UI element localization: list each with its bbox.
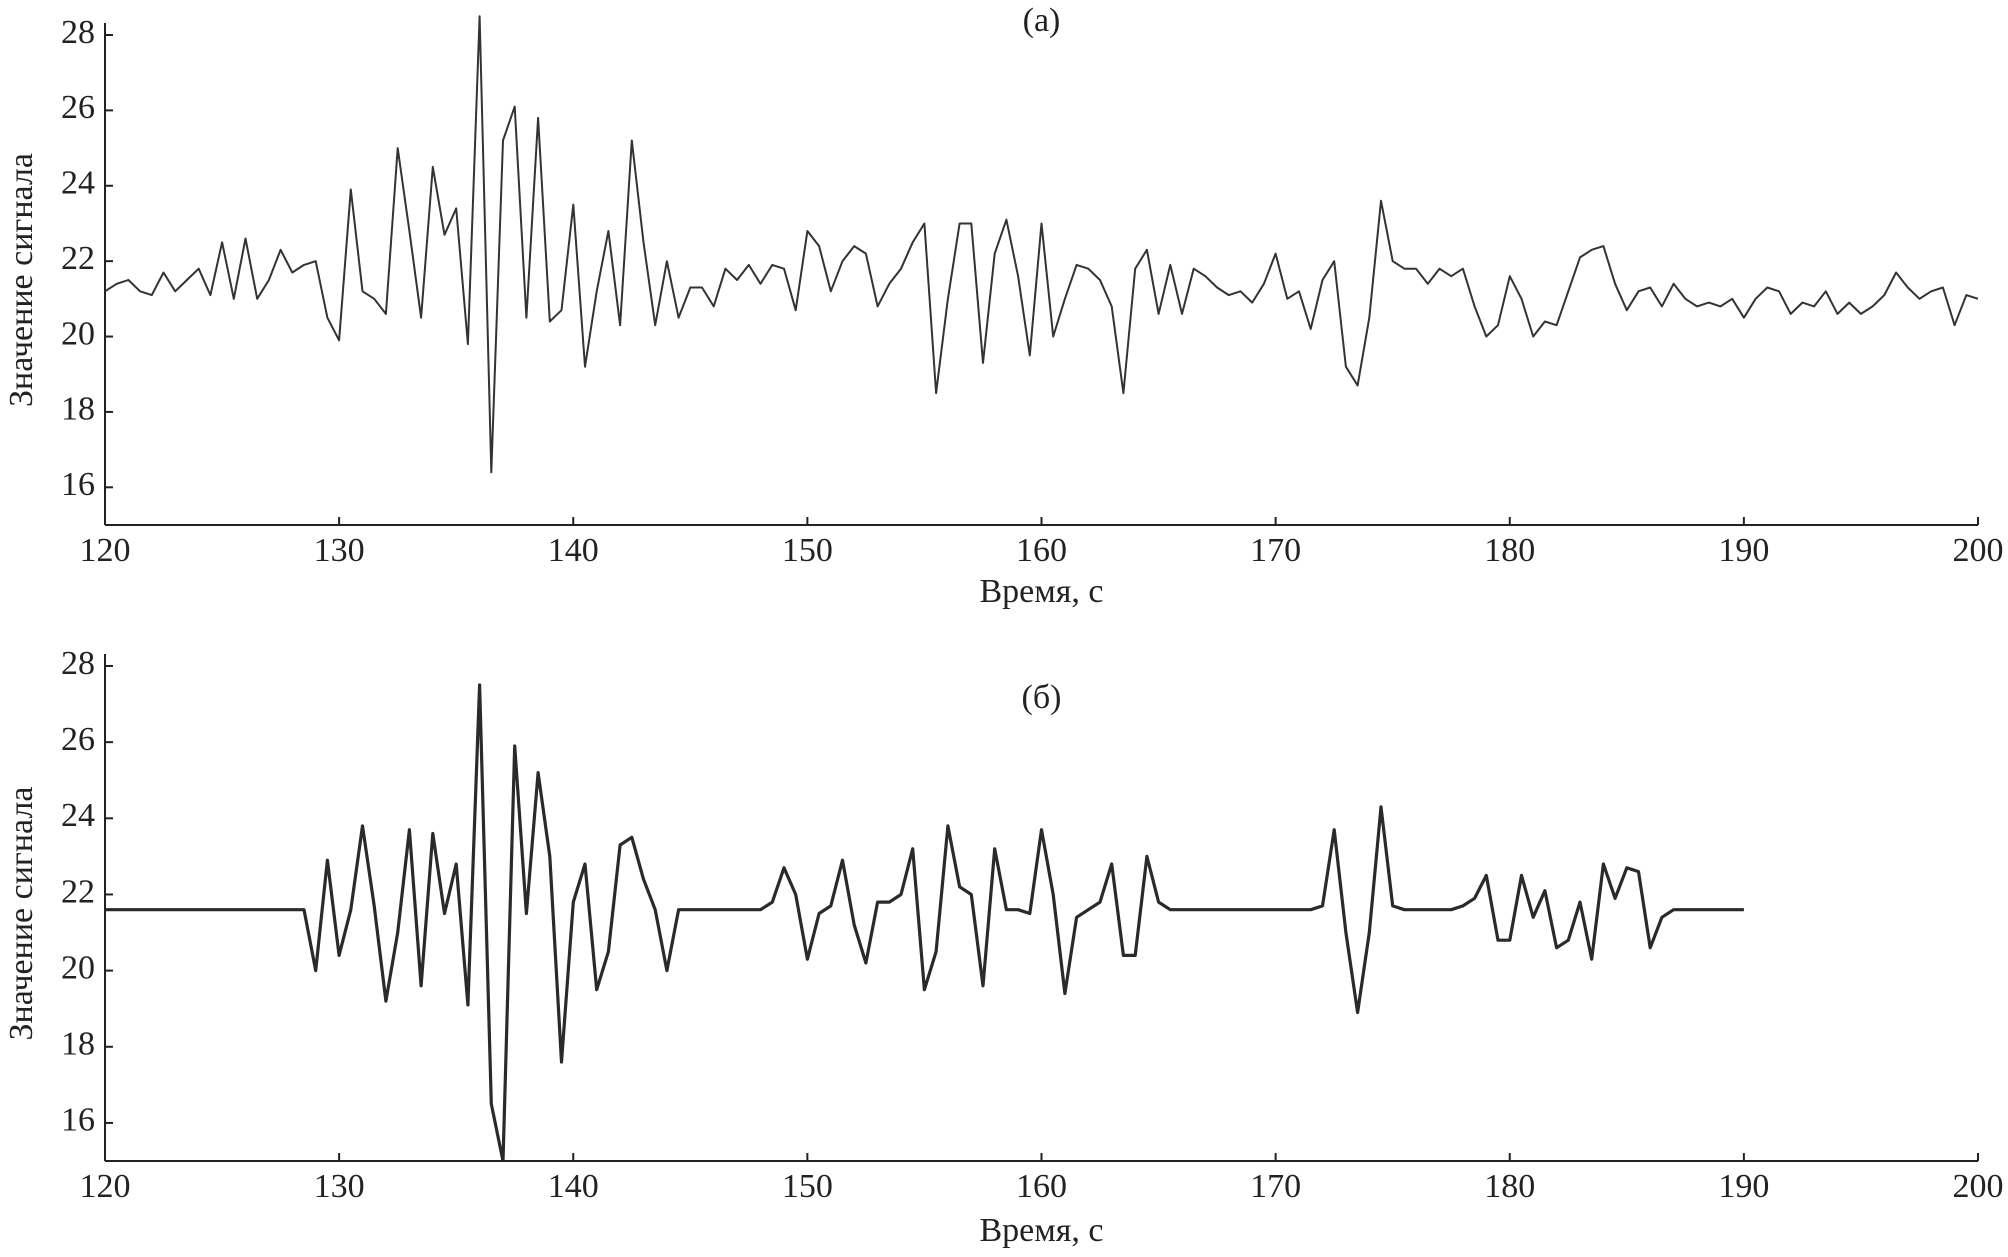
x-tick-label: 160 [1016,532,1067,569]
y-axis-label: Значение сигнала [3,786,40,1040]
x-tick-label: 120 [80,1168,131,1205]
x-tick-label: 150 [782,1168,833,1205]
y-tick-label: 18 [61,391,95,428]
y-tick-label: 24 [61,165,95,202]
chart-title: (б) [1022,679,1062,716]
x-tick-label: 190 [1718,532,1769,569]
y-tick-label: 20 [61,949,95,986]
x-tick-label: 200 [1953,532,2004,569]
x-tick-label: 120 [80,532,131,569]
y-tick-label: 22 [61,873,95,910]
y-tick-label: 20 [61,315,95,352]
x-tick-label: 190 [1718,1168,1769,1205]
x-tick-label: 130 [314,1168,365,1205]
signal-line [105,15,1978,474]
x-tick-label: 140 [548,532,599,569]
y-axis-label: Значение сигнала [3,153,40,407]
y-tick-label: 28 [61,14,95,51]
x-tick-label: 170 [1250,1168,1301,1205]
x-tick-label: 180 [1484,532,1535,569]
x-tick-label: 160 [1016,1168,1067,1205]
y-tick-label: 26 [61,89,95,126]
x-tick-label: 170 [1250,532,1301,569]
x-tick-label: 150 [782,532,833,569]
y-tick-label: 24 [61,797,95,834]
y-tick-label: 22 [61,240,95,277]
y-tick-label: 26 [61,721,95,758]
x-axis-label: Время, с [979,1212,1103,1249]
x-tick-label: 140 [548,1168,599,1205]
x-tick-label: 180 [1484,1168,1535,1205]
x-tick-label: 200 [1953,1168,2004,1205]
x-tick-label: 130 [314,532,365,569]
y-tick-label: 28 [61,645,95,682]
signal-line [105,683,1744,1161]
y-tick-label: 16 [61,466,95,503]
chart-title: (а) [1023,2,1061,39]
x-axis-label: Время, с [979,573,1103,610]
y-tick-label: 18 [61,1026,95,1063]
y-tick-label: 16 [61,1102,95,1139]
